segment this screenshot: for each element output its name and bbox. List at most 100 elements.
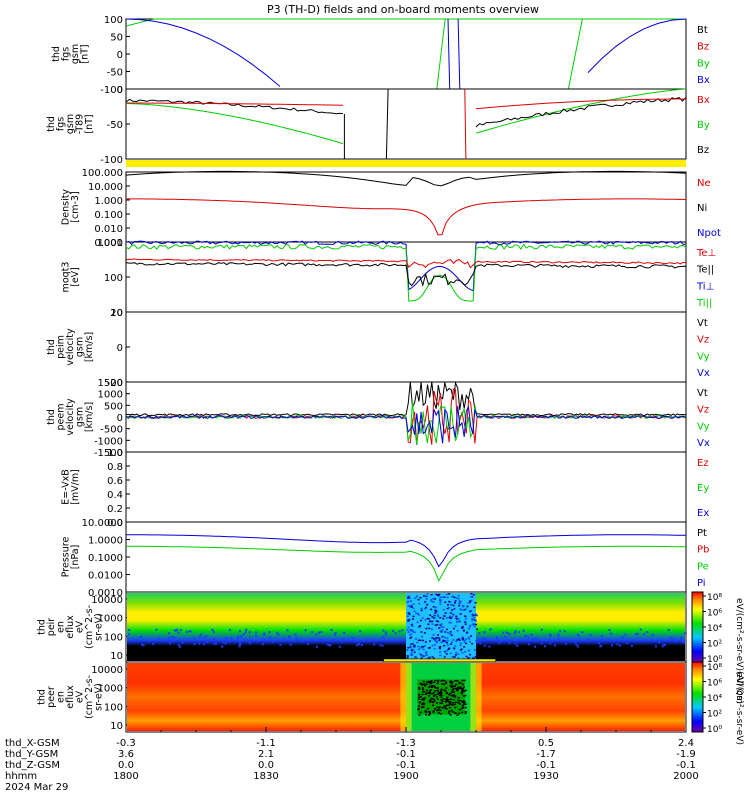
spectrogram-speckle — [461, 652, 464, 654]
spectrogram-speckle — [450, 634, 453, 636]
spectrogram-speckle — [600, 644, 603, 647]
x-row-value: 0.0 — [258, 760, 274, 771]
spectrogram-speckle — [600, 638, 603, 641]
legend-entry: By — [697, 58, 710, 69]
spectrogram-speckle — [407, 626, 410, 629]
spectrogram-speckle — [456, 618, 459, 620]
spectrogram-speckle — [446, 639, 449, 642]
spectrogram-speckle — [441, 707, 444, 709]
spectrogram-speckle — [445, 593, 448, 596]
spectrogram-speckle — [646, 631, 649, 634]
spectrogram-speckle — [318, 631, 321, 634]
spectrogram-speckle — [618, 644, 621, 647]
spectrogram-speckle — [443, 636, 446, 639]
spectrogram-speckle — [432, 657, 435, 660]
spectrogram-speckle — [463, 701, 466, 703]
spectrogram-speckle — [451, 681, 454, 683]
spectrogram-speckle — [465, 642, 468, 645]
spectrogram-speckle — [460, 612, 463, 615]
legend-entry: Bt — [697, 25, 708, 36]
spectrogram-speckle — [417, 639, 420, 642]
spectrogram-speckle — [434, 694, 437, 696]
series-Ti-par — [125, 243, 687, 302]
y-axis-label-line: (cm^2-s- — [84, 675, 95, 719]
spectrogram-speckle — [469, 653, 472, 656]
spectrogram-speckle — [603, 638, 606, 641]
spectrogram-speckle — [462, 630, 465, 632]
y-axis-label-line: peem — [56, 404, 67, 431]
spectrogram-speckle — [681, 641, 684, 644]
spectrogram-speckle — [440, 596, 443, 598]
spectrogram-speckle — [379, 644, 382, 647]
spectrogram-speckle — [456, 714, 459, 716]
spectrogram-speckle — [263, 632, 266, 635]
spectrogram-speckle — [429, 699, 432, 702]
spectrogram-speckle — [410, 648, 413, 650]
series-Bx — [587, 18, 687, 73]
spectrogram-speckle — [407, 604, 410, 607]
y-tick-label: 100 — [104, 702, 123, 713]
y-axis-label-line: peim — [56, 335, 67, 359]
spectrogram-speckle — [261, 643, 264, 646]
spectrogram-speckle — [458, 687, 461, 690]
spectrogram-speckle — [540, 642, 543, 645]
spectrogram-speckle — [424, 618, 427, 621]
spectrogram-speckle — [654, 645, 657, 648]
spectrogram-speckle — [549, 642, 552, 645]
spectrogram-speckle — [444, 707, 447, 709]
spectrogram-speckle — [415, 657, 418, 659]
spectrogram-speckle — [482, 638, 485, 641]
spectrogram-speckle — [518, 631, 521, 634]
y-axis-label-line: [nPa] — [70, 545, 81, 570]
spectrogram-speckle — [169, 642, 172, 645]
spectrogram-speckle — [586, 638, 589, 641]
x-row-value: 1930 — [533, 771, 558, 782]
spectrogram-speckle — [304, 629, 307, 632]
y-axis-label-line: thd — [37, 619, 48, 635]
series-By — [567, 18, 583, 90]
y-tick-label: 10000 — [91, 595, 123, 606]
y-axis-label-line: peer — [46, 686, 57, 708]
spectrogram-speckle — [283, 637, 286, 640]
spectrogram-speckle — [473, 625, 476, 628]
series-Bx — [126, 102, 344, 106]
spectrogram-speckle — [451, 609, 454, 611]
spectrogram-speckle — [437, 615, 440, 618]
series-Ni — [125, 170, 687, 187]
spectrogram-speckle — [440, 623, 443, 625]
y-axis-label-line: en — [56, 621, 67, 633]
spectrogram-speckle — [435, 640, 438, 643]
spectrogram-speckle — [446, 649, 449, 652]
spectrogram-speckle — [458, 703, 461, 705]
spectrogram-speckle — [406, 655, 409, 657]
spectrogram-speckle — [228, 629, 231, 632]
spectrogram-speckle — [420, 706, 423, 708]
spectrogram-speckle — [451, 656, 454, 658]
spectrogram-speckle — [361, 639, 364, 642]
spectrogram-speckle — [240, 635, 243, 638]
spectrogram-speckle — [382, 636, 385, 639]
spectrogram-speckle — [447, 644, 450, 646]
spectrogram-speckle — [425, 598, 428, 600]
spectrogram-speckle — [417, 645, 420, 648]
spectrogram-speckle — [672, 637, 675, 640]
x-row-value: 2.4 — [678, 738, 694, 749]
spectrogram-speckle — [462, 695, 465, 697]
spectrogram-speckle — [443, 596, 446, 598]
spectrogram-speckle — [575, 643, 578, 646]
spectrogram-speckle — [449, 631, 452, 633]
spectrogram-speckle — [248, 642, 251, 645]
spectrogram-speckle — [418, 602, 421, 605]
spectrogram-speckle — [436, 709, 439, 712]
spectrogram-speckle — [457, 702, 460, 704]
y-tick-label: 0.0100 — [88, 571, 123, 582]
spectrogram-speckle — [448, 701, 451, 704]
spectrogram-speckle — [454, 654, 457, 656]
series-Te-perp — [125, 258, 687, 269]
spectrogram-speckle — [504, 635, 507, 638]
spectrogram-speckle — [409, 605, 412, 608]
spectrogram-speckle — [418, 696, 421, 699]
spectrogram-speckle — [439, 601, 442, 603]
spectrogram-speckle — [609, 632, 612, 635]
